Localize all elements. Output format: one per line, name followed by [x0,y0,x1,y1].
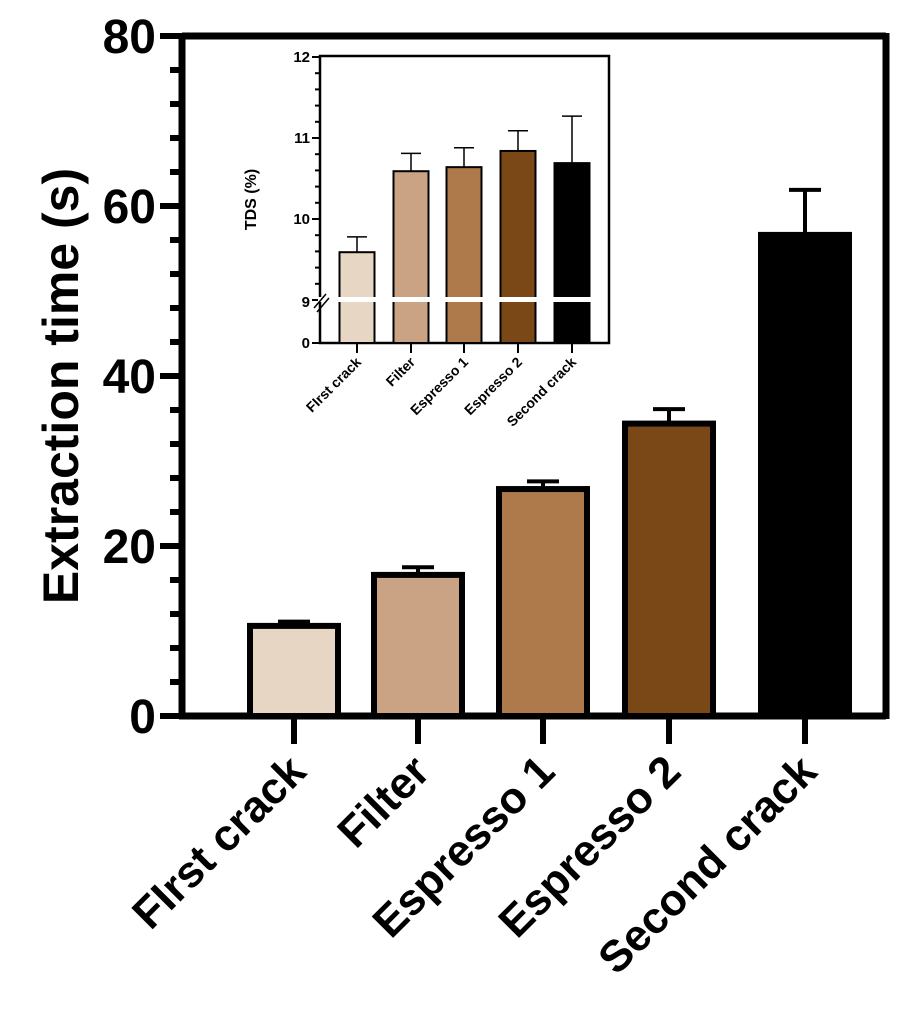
y-tick-label: 11 [294,130,310,147]
x-tick-label: FIrst crack [303,354,365,416]
bar [758,231,852,719]
y-tick-label: 10 [293,211,310,228]
y-tick-label: 80 [103,11,156,64]
y-tick-label: 0 [302,335,310,352]
y-tick-label: 40 [103,351,156,404]
axis-break-mark [316,297,330,313]
bar [371,571,465,720]
axis-break-mark [313,293,327,309]
x-tick-label: Filter [328,746,439,857]
bar [445,166,483,344]
y-axis-label: TDS (%) [243,169,260,230]
y-tick-label: 20 [103,521,156,574]
bar [499,149,537,344]
y-tick-label: 9 [302,294,310,311]
x-tick-label: Filter [383,353,419,389]
x-tick-label: FIrst crack [123,746,315,938]
y-tick-label: 0 [129,691,156,744]
y-tick-label: 60 [103,181,156,234]
bar [496,486,590,719]
y-tick-label: 12 [293,49,310,66]
bar [247,622,341,720]
bar [392,170,430,344]
y-axis-label: Extraction time (s) [33,168,89,604]
bar [553,162,591,344]
axis-break-band [318,297,595,302]
bar [622,420,716,719]
